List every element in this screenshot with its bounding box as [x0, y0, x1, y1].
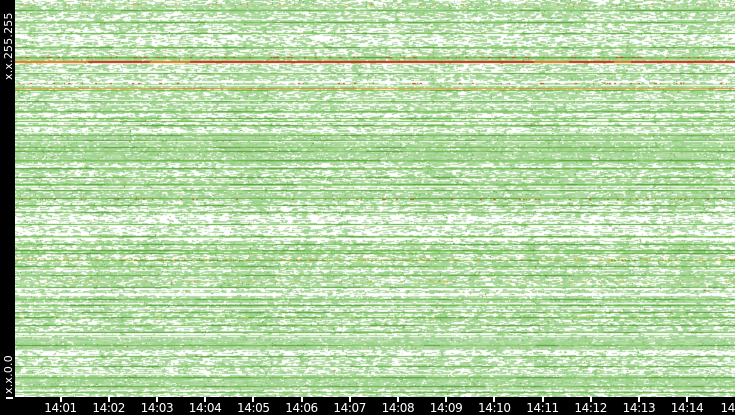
- x-tick-label: 14:06: [285, 401, 318, 415]
- x-tick: [541, 397, 544, 402]
- x-tick: [445, 397, 448, 402]
- x-tick-label: 14:13: [622, 401, 656, 415]
- y-axis-bottom-label: x.x.0.0: [2, 355, 15, 394]
- x-tick: [348, 397, 351, 402]
- x-tick-label: 14:12: [574, 401, 607, 415]
- plot-area: [15, 0, 735, 397]
- x-tick: [637, 397, 640, 402]
- x-tick: [155, 397, 158, 402]
- y-axis-top-label: x.x.255.255: [2, 12, 15, 80]
- x-tick-label: 14:02: [92, 401, 125, 415]
- x-tick-label: 14:11: [526, 401, 559, 415]
- y-axis-bar: x.x.255.255 x.x.0.0: [0, 0, 15, 397]
- x-tick-label: 14:10: [478, 401, 511, 415]
- x-tick: [589, 397, 592, 402]
- x-tick: [300, 397, 303, 402]
- x-tick-label: 14:05: [237, 401, 270, 415]
- x-tick-label: 14:07: [333, 401, 366, 415]
- x-tick: [252, 397, 255, 402]
- plot-canvas: [15, 0, 735, 397]
- x-tick-label: 14:04: [188, 401, 222, 415]
- x-tick: [59, 397, 62, 402]
- x-tick-label: 14:08: [381, 401, 415, 415]
- x-tick: [107, 397, 110, 402]
- origin-tick: [6, 397, 13, 399]
- x-tick: [686, 397, 689, 402]
- x-tick: [204, 397, 207, 402]
- x-tick-label: 14:01: [44, 401, 77, 415]
- x-axis: 14 14:01 14:02 14:03 14:04 14:05 14:06 14:07 14…: [0, 397, 735, 415]
- x-tick: [396, 397, 399, 402]
- x-tick-label: 14:09: [429, 401, 463, 415]
- x-tick-label: 14:03: [140, 401, 174, 415]
- x-axis-partial-label: 14: [720, 401, 735, 415]
- x-tick: [493, 397, 496, 402]
- x-tick-label: 14:14: [670, 401, 704, 415]
